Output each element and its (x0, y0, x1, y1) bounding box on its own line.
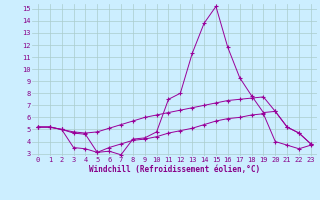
X-axis label: Windchill (Refroidissement éolien,°C): Windchill (Refroidissement éolien,°C) (89, 165, 260, 174)
